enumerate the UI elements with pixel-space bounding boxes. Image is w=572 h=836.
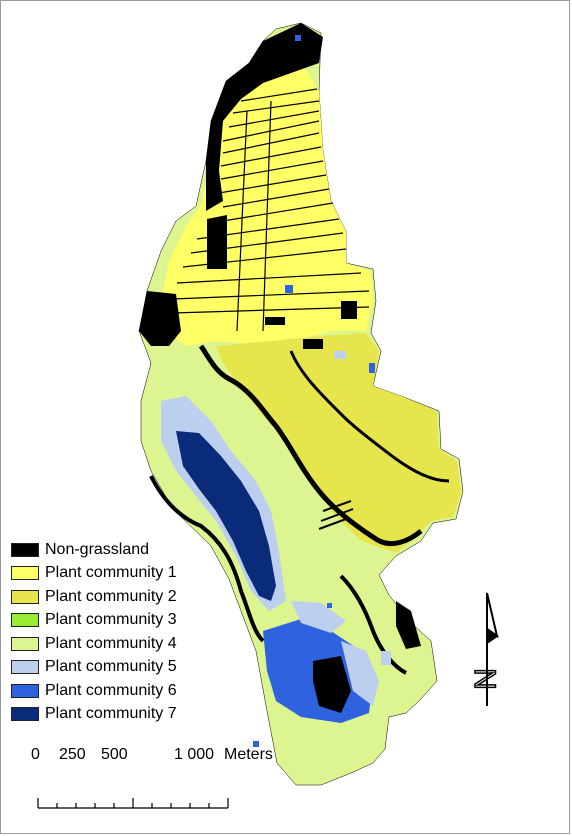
non-grassland-west [139, 291, 181, 346]
map-legend: Non-grassland Plant community 1 Plant co… [11, 538, 177, 726]
legend-swatch [11, 660, 39, 675]
scale-label-250: 250 [59, 746, 86, 763]
legend-swatch [11, 636, 39, 651]
non-grassland-north [206, 23, 323, 211]
non-grassland-block-1 [207, 215, 227, 269]
river-4 [339, 574, 408, 675]
legend-label: Plant community 7 [45, 705, 177, 723]
field-stripes [172, 88, 370, 332]
legend-label: Non-grassland [45, 540, 150, 558]
legend-swatch [11, 707, 39, 722]
scale-label-0: 0 [31, 746, 40, 763]
river-3 [149, 475, 265, 643]
legend-item-non-grassland: Non-grassland [11, 538, 177, 562]
legend-item-community-7: Plant community 7 [11, 703, 177, 727]
legend-label: Plant community 4 [45, 634, 177, 652]
scale-label-1000: 1 000 [174, 746, 215, 763]
scale-label-500: 500 [101, 746, 128, 763]
legend-label: Plant community 3 [45, 611, 177, 629]
community-5-south-2 [341, 641, 379, 706]
river-1 [198, 344, 423, 546]
community-2-area [216, 333, 461, 553]
legend-swatch [11, 683, 39, 698]
legend-swatch [11, 613, 39, 628]
community-4-strip [176, 346, 331, 521]
scale-ruler [37, 798, 229, 809]
light-blue-patches [334, 351, 391, 665]
non-grassland-east [396, 601, 421, 649]
east-dark-strokes [318, 500, 354, 530]
non-grassland-block-5 [265, 317, 285, 325]
legend-label: Plant community 2 [45, 587, 177, 605]
north-arrow-icon: N [467, 592, 502, 706]
legend-item-community-6: Plant community 6 [11, 679, 177, 703]
blue-patches [253, 35, 375, 747]
non-grassland-block-3 [341, 301, 357, 319]
river-2 [289, 350, 450, 483]
north-letter: N [468, 668, 501, 690]
legend-swatch [11, 589, 39, 604]
legend-item-community-1: Plant community 1 [11, 562, 177, 586]
legend-label: Plant community 1 [45, 564, 177, 582]
legend-item-community-4: Plant community 4 [11, 632, 177, 656]
legend-item-community-2: Plant community 2 [11, 585, 177, 609]
legend-item-community-3: Plant community 3 [11, 609, 177, 633]
legend-swatch [11, 542, 39, 557]
non-grassland-block-2 [313, 656, 351, 713]
scale-bar: 0 250 500 1 000 Meters [31, 746, 291, 816]
community-7-area [176, 431, 276, 601]
legend-item-community-5: Plant community 5 [11, 656, 177, 680]
non-grassland-block-4 [303, 339, 323, 349]
scale-unit-label: Meters [224, 746, 273, 763]
legend-swatch [11, 566, 39, 581]
legend-label: Plant community 6 [45, 681, 177, 699]
legend-label: Plant community 5 [45, 658, 177, 676]
community-5-south [291, 601, 346, 633]
